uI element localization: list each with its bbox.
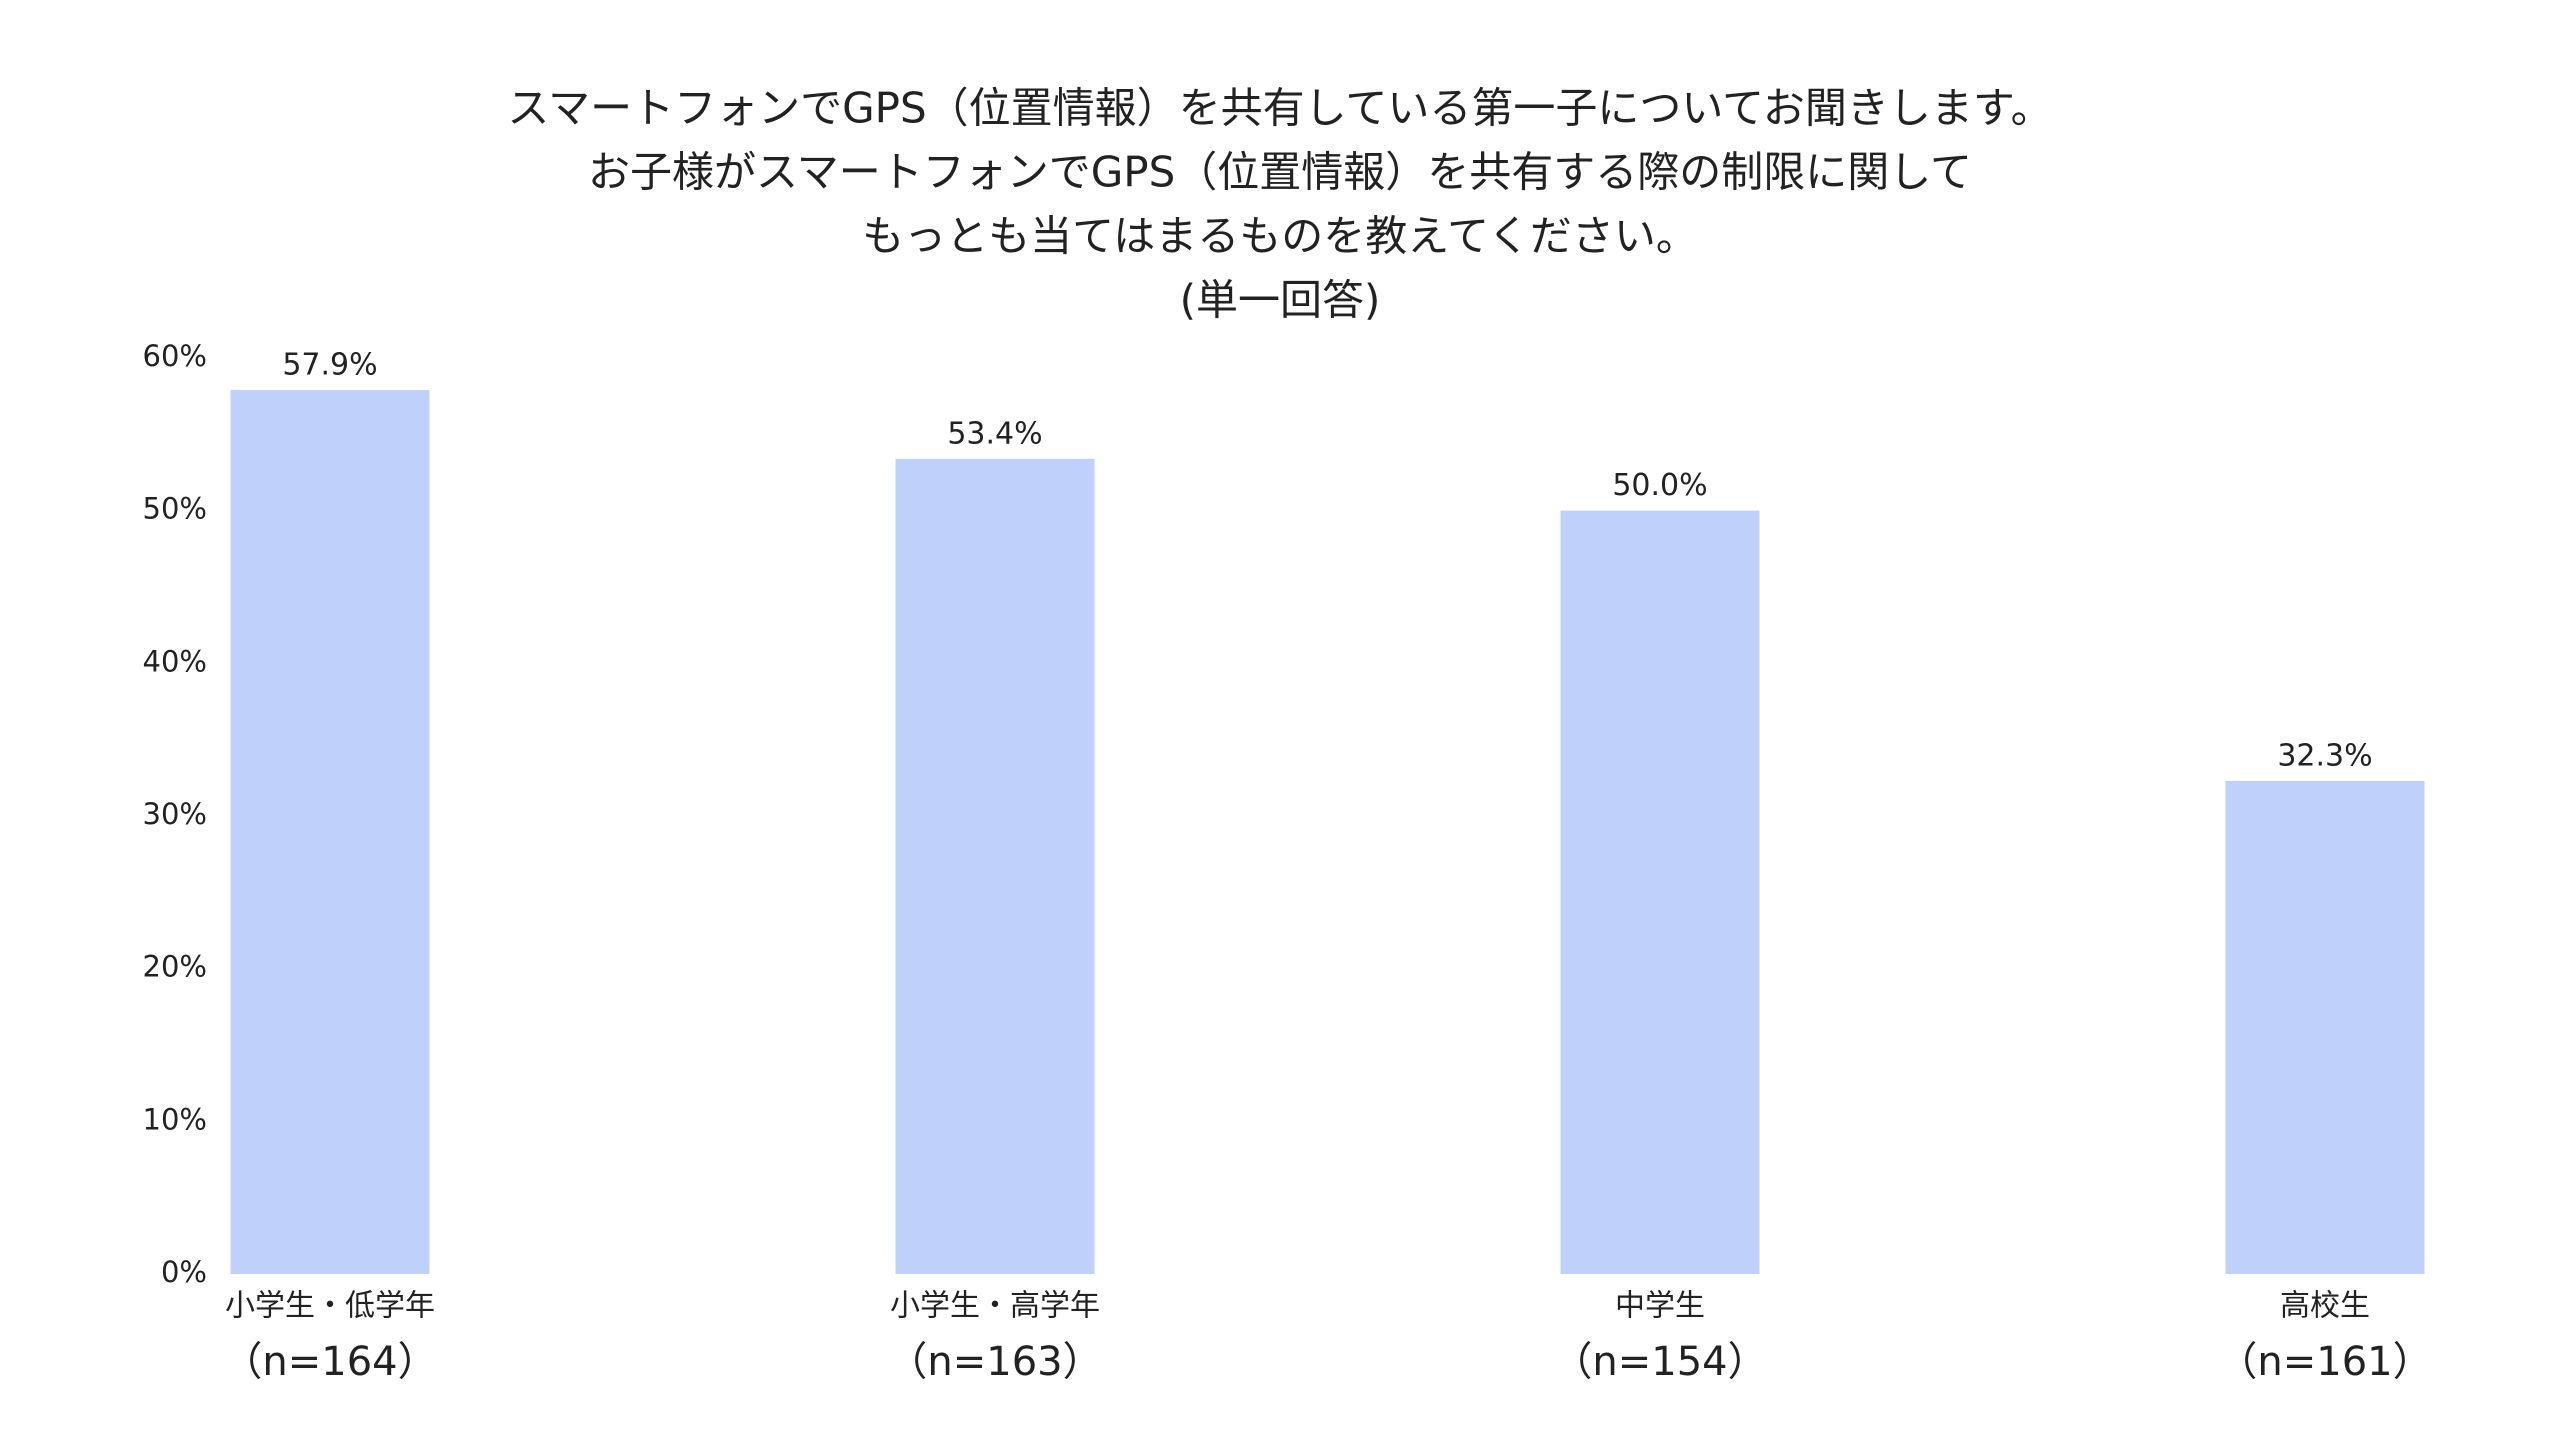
sample-size-label: （n=164） — [222, 1339, 437, 1385]
value-label: 32.3% — [2277, 738, 2372, 773]
sample-size-label: （n=163） — [887, 1339, 1102, 1385]
chart-title: スマートフォンでGPS（位置情報）を共有している第一子についてお聞きします。 — [507, 84, 2052, 133]
y-tick-label: 30% — [143, 797, 207, 831]
sample-size-label: （n=154） — [1552, 1339, 1767, 1385]
chart-title: (単一回答) — [1180, 276, 1381, 325]
value-label: 50.0% — [1612, 468, 1707, 503]
chart-title: もっとも当てはまるものを教えてください。 — [862, 212, 1698, 261]
x-tick-label: 小学生・高学年 — [890, 1289, 1100, 1324]
bar — [2225, 780, 2425, 1274]
y-tick-label: 60% — [143, 339, 207, 373]
sample-size-label: （n=161） — [2217, 1339, 2432, 1385]
chart-title: お子様がスマートフォンでGPS（位置情報）を共有する際の制限に関して — [588, 148, 1972, 197]
x-tick-label: 高校生 — [2280, 1289, 2370, 1324]
y-tick-label: 20% — [143, 950, 207, 984]
value-label: 53.4% — [947, 416, 1042, 451]
x-tick-label: 小学生・低学年 — [225, 1289, 435, 1324]
y-tick-label: 10% — [143, 1102, 207, 1136]
bar — [230, 390, 430, 1274]
value-label: 57.9% — [282, 348, 377, 383]
x-tick-label: 中学生 — [1615, 1289, 1705, 1324]
y-tick-label: 50% — [143, 492, 207, 526]
bar — [895, 458, 1095, 1274]
y-tick-label: 40% — [143, 644, 207, 678]
y-tick-label: 0% — [161, 1255, 207, 1289]
bar — [1560, 510, 1760, 1275]
